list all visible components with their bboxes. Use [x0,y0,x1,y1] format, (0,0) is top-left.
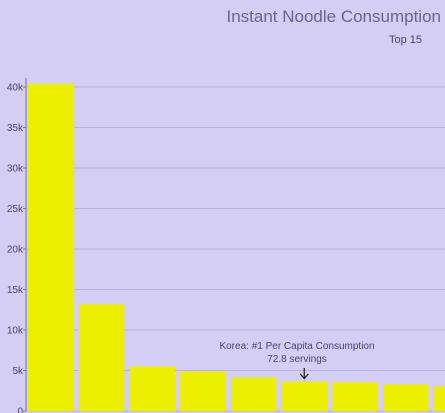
chart-title: Instant Noodle Consumption [226,7,441,26]
y-tick-label: 40k [7,83,24,94]
bar [230,376,277,411]
bar [78,303,125,411]
annotation-arrow-icon [299,368,309,380]
bar [382,383,429,411]
chart-subtitle: Top 15 [389,34,422,46]
y-tick-label: 30k [7,164,24,175]
annotation-line-2: 72.8 servings [267,354,326,365]
bar [180,370,226,411]
y-tick-label: 5k [12,366,24,377]
y-tick-label: 0 [17,407,23,413]
bar [281,381,327,411]
bar [433,385,445,411]
annotation: Korea: #1 Per Capita Consumption 72.8 se… [219,341,375,380]
axis-layer: 0 5k 10k 15k 20k 25k 30k 35k 40k [7,78,27,413]
bar [28,83,74,411]
bar [129,366,175,411]
y-tick-label: 10k [7,326,24,337]
y-tick-label: 20k [7,245,24,256]
y-tick-label: 25k [7,204,24,215]
arrow-head [299,373,309,380]
bar-layer [28,83,445,411]
y-tick-label: 35k [7,123,24,134]
annotation-line-1: Korea: #1 Per Capita Consumption [219,341,374,352]
y-tick-label: 15k [7,285,24,296]
bar [332,381,378,411]
